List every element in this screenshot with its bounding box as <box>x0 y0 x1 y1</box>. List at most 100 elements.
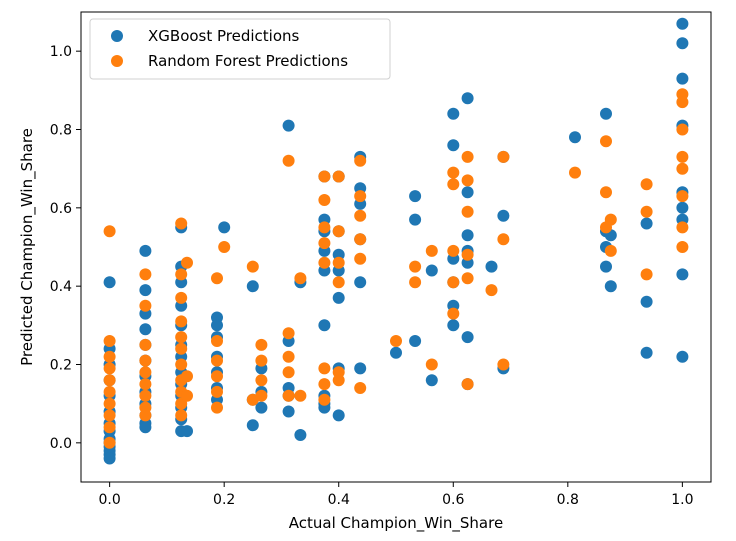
random-forest-point-109 <box>676 241 689 253</box>
random-forest-point-62 <box>332 225 345 238</box>
xgboost-point-116 <box>676 17 689 30</box>
x-axis-label: Actual Champion_Win_Share <box>289 514 503 533</box>
xgboost-point-104 <box>497 209 510 222</box>
xgboost-point-121 <box>676 201 689 214</box>
xgboost-point-15 <box>139 284 152 297</box>
random-forest-point-7 <box>103 409 116 422</box>
xgboost-point-110 <box>600 260 612 273</box>
random-forest-point-23 <box>175 331 188 344</box>
xgboost-point-66 <box>318 319 331 332</box>
xgboost-point-41 <box>211 319 223 332</box>
xgboost-point-25 <box>139 421 152 434</box>
random-forest-point-104 <box>676 123 689 136</box>
random-forest-point-0 <box>103 225 116 238</box>
xgboost-point-124 <box>676 350 689 363</box>
random-forest-point-75 <box>409 276 422 289</box>
random-forest-point-70 <box>354 233 367 246</box>
xgboost-point-112 <box>604 280 617 293</box>
xgboost-point-39 <box>181 425 193 438</box>
random-forest-point-91 <box>497 233 510 246</box>
random-forest-point-57 <box>318 256 331 269</box>
y-tick-label: 0.0 <box>50 436 72 452</box>
random-forest-point-6 <box>103 397 116 410</box>
random-forest-point-53 <box>318 170 331 183</box>
random-forest-point-80 <box>447 244 460 257</box>
random-forest-point-8 <box>103 421 116 434</box>
random-forest-point-108 <box>676 221 689 234</box>
random-forest-point-51 <box>294 272 307 285</box>
random-forest-point-92 <box>497 358 510 371</box>
random-forest-point-88 <box>461 378 474 391</box>
xgboost-point-106 <box>569 131 581 144</box>
random-forest-point-90 <box>497 150 510 163</box>
x-tick-label: 0.0 <box>99 492 121 508</box>
random-forest-point-60 <box>318 393 331 406</box>
random-forest-point-103 <box>676 96 689 109</box>
random-forest-point-15 <box>139 378 152 391</box>
random-forest-point-72 <box>354 382 367 394</box>
random-forest-point-93 <box>569 166 581 179</box>
y-tick-label: 0.2 <box>50 358 72 374</box>
random-forest-point-38 <box>211 401 223 414</box>
legend-marker-random-forest <box>111 55 123 67</box>
xgboost-point-83 <box>390 346 402 359</box>
random-forest-point-55 <box>318 221 331 234</box>
x-tick-label: 0.6 <box>442 492 464 508</box>
y-tick-label: 0.4 <box>50 279 72 295</box>
xgboost-point-54 <box>282 119 295 132</box>
random-forest-point-99 <box>640 178 653 191</box>
random-forest-point-83 <box>461 150 474 163</box>
random-forest-point-74 <box>409 260 422 273</box>
xgboost-point-12 <box>103 452 116 465</box>
random-forest-point-16 <box>139 389 152 402</box>
random-forest-point-45 <box>255 389 268 402</box>
plot-frame <box>80 11 712 483</box>
random-forest-point-36 <box>211 370 223 383</box>
random-forest-point-82 <box>447 307 460 320</box>
random-forest-point-32 <box>181 389 193 402</box>
legend-label-xgboost: XGBoost Predictions <box>148 27 300 45</box>
random-forest-point-63 <box>332 256 345 269</box>
random-forest-point-19 <box>175 217 188 230</box>
random-forest-point-94 <box>600 135 612 148</box>
xgboost-point-90 <box>447 139 460 152</box>
xgboost-point-107 <box>600 107 612 120</box>
random-forest-point-44 <box>255 374 268 387</box>
xgboost-point-17 <box>139 323 152 336</box>
xgboost-point-100 <box>461 331 474 344</box>
y-axis: 0.0 0.2 0.4 0.6 0.8 1.0 <box>50 44 81 452</box>
xgboost-point-114 <box>640 295 653 308</box>
xgboost-point-14 <box>139 244 152 257</box>
xgboost-point-48 <box>246 280 259 293</box>
random-forest-point-58 <box>318 362 331 375</box>
random-forest-point-61 <box>332 170 345 183</box>
random-forest-point-18 <box>139 409 152 422</box>
legend-box <box>89 18 391 80</box>
random-forest-point-87 <box>461 272 474 285</box>
random-forest-point-4 <box>103 374 116 387</box>
random-forest-point-47 <box>282 327 295 340</box>
random-forest-point-21 <box>175 291 188 304</box>
random-forest-point-22 <box>175 315 188 328</box>
y-tick-label: 0.6 <box>50 201 72 217</box>
random-forest-point-30 <box>181 256 193 269</box>
xgboost-point-74 <box>332 291 345 304</box>
xgboost-point-97 <box>461 229 474 242</box>
random-forest-point-86 <box>461 248 474 261</box>
random-forest-point-25 <box>175 358 188 371</box>
random-forest-point-73 <box>390 335 402 347</box>
random-forest-point-54 <box>318 194 331 206</box>
random-forest-point-59 <box>318 378 331 391</box>
random-forest-point-3 <box>103 362 116 375</box>
random-forest-point-67 <box>354 154 367 167</box>
xgboost-point-123 <box>676 268 689 281</box>
xgboost-point-81 <box>354 276 367 289</box>
random-forest-point-9 <box>103 436 116 449</box>
random-forest-point-31 <box>181 370 193 383</box>
random-forest-point-49 <box>282 366 295 379</box>
xgboost-point-95 <box>461 92 474 105</box>
random-forest-point-2 <box>103 350 116 363</box>
random-forest-point-56 <box>318 237 331 250</box>
random-forest-point-81 <box>447 276 460 289</box>
